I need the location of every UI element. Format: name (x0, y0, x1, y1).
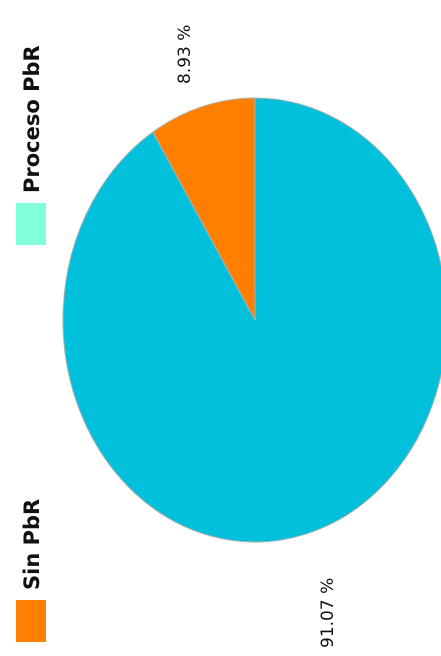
legend-swatch-proceso-pbr (16, 203, 46, 245)
data-label-proceso-pbr: 8.93 % (175, 25, 195, 84)
legend-swatch-sin-pbr (16, 600, 46, 642)
pie-slices (62, 97, 441, 543)
legend-label-sin-pbr: Sin PbR (20, 499, 44, 590)
data-label-sin-pbr: 91.07 % (318, 578, 338, 648)
pie-slice-sin-pbr (62, 97, 441, 543)
pie-slice-proceso-pbr (152, 97, 256, 321)
legend-label-proceso-pbr: Proceso PbR (20, 45, 44, 193)
